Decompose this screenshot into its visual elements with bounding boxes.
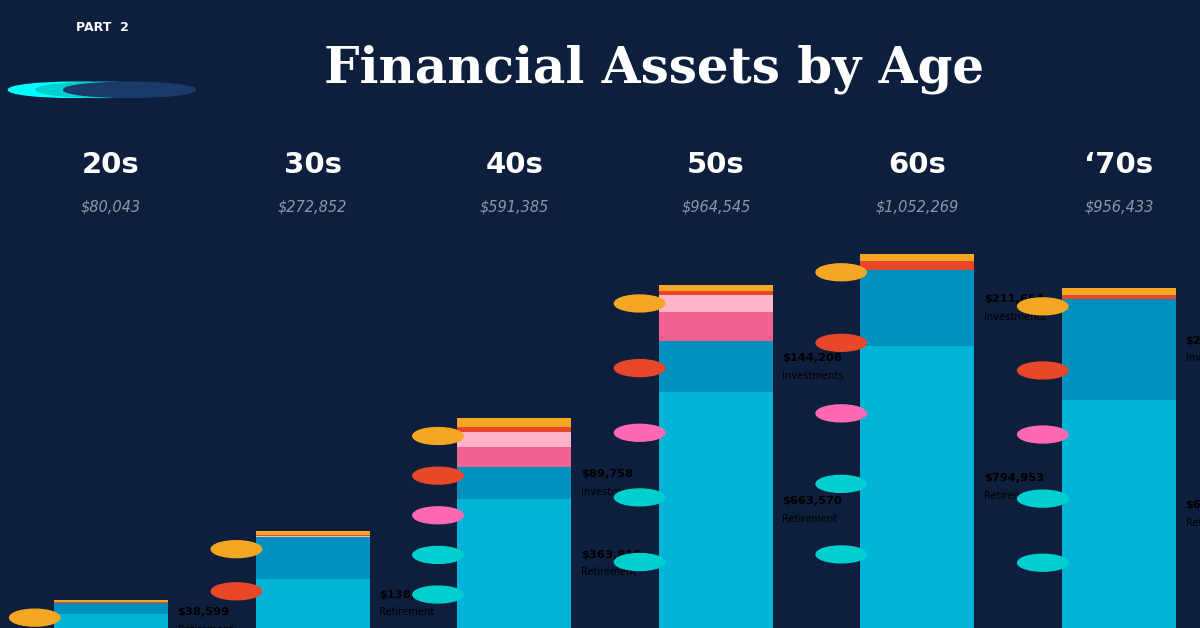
Bar: [256, 536, 370, 538]
Text: $794,953: $794,953: [984, 473, 1044, 483]
Text: 30s: 30s: [283, 151, 342, 178]
Text: $89,758: $89,758: [581, 469, 632, 479]
Bar: [457, 427, 571, 432]
Text: Retirement: Retirement: [1186, 517, 1200, 528]
Bar: [457, 499, 571, 628]
Circle shape: [1018, 426, 1068, 443]
Text: 40s: 40s: [485, 151, 544, 178]
Text: $282,603: $282,603: [1186, 335, 1200, 345]
Text: Investments: Investments: [581, 487, 642, 497]
Text: $363,816: $363,816: [581, 550, 641, 560]
Text: $643,045: $643,045: [1186, 500, 1200, 510]
Text: Retirement: Retirement: [984, 490, 1039, 501]
Bar: [659, 311, 773, 341]
Bar: [860, 261, 974, 271]
Text: PART  2: PART 2: [76, 21, 128, 34]
Bar: [1062, 288, 1176, 295]
Bar: [256, 534, 370, 536]
Circle shape: [10, 609, 60, 626]
Text: $211,654: $211,654: [984, 294, 1044, 304]
Circle shape: [413, 546, 463, 563]
Bar: [457, 467, 571, 499]
Circle shape: [413, 586, 463, 603]
Text: $956,433: $956,433: [1085, 199, 1153, 214]
Text: Investments: Investments: [1186, 353, 1200, 363]
Circle shape: [64, 82, 196, 97]
Text: Retirement: Retirement: [581, 567, 636, 577]
Text: $1,052,269: $1,052,269: [876, 199, 959, 214]
Bar: [54, 602, 168, 603]
Circle shape: [36, 82, 168, 97]
Circle shape: [211, 541, 262, 558]
Text: $38,599: $38,599: [178, 607, 229, 617]
Text: Financial Assets by Age: Financial Assets by Age: [324, 45, 984, 94]
Bar: [457, 418, 571, 427]
Circle shape: [1018, 555, 1068, 571]
Bar: [256, 531, 370, 534]
Text: Retirement: Retirement: [379, 607, 434, 617]
Circle shape: [816, 546, 866, 563]
Text: $964,545: $964,545: [682, 199, 750, 214]
Circle shape: [816, 264, 866, 281]
Circle shape: [1018, 362, 1068, 379]
Text: Retirement: Retirement: [782, 514, 838, 524]
Text: Retirement: Retirement: [178, 625, 233, 628]
Bar: [256, 579, 370, 628]
Bar: [256, 538, 370, 579]
Circle shape: [614, 554, 665, 570]
Text: 50s: 50s: [686, 151, 745, 178]
Circle shape: [1018, 490, 1068, 507]
Bar: [659, 341, 773, 392]
Bar: [659, 285, 773, 291]
Bar: [54, 600, 168, 602]
Text: $591,385: $591,385: [480, 199, 548, 214]
Text: 20s: 20s: [82, 151, 140, 178]
Text: $80,043: $80,043: [80, 199, 142, 214]
Circle shape: [614, 425, 665, 441]
Bar: [54, 614, 168, 628]
Bar: [1062, 399, 1176, 628]
Bar: [54, 603, 168, 614]
Circle shape: [816, 475, 866, 492]
Bar: [860, 254, 974, 261]
Text: Investments: Investments: [984, 312, 1045, 322]
Circle shape: [413, 507, 463, 524]
Circle shape: [413, 428, 463, 445]
Text: Investments: Investments: [782, 371, 844, 381]
Circle shape: [816, 405, 866, 422]
Bar: [1062, 299, 1176, 399]
Text: 60s: 60s: [888, 151, 947, 178]
Bar: [659, 291, 773, 295]
Circle shape: [614, 360, 665, 377]
Text: $144,208: $144,208: [782, 353, 842, 363]
Circle shape: [8, 82, 140, 97]
Text: ‘70s: ‘70s: [1085, 151, 1153, 178]
Bar: [1062, 295, 1176, 299]
Circle shape: [211, 583, 262, 600]
Bar: [457, 432, 571, 447]
Bar: [860, 271, 974, 345]
Circle shape: [1018, 298, 1068, 315]
Bar: [457, 447, 571, 467]
Circle shape: [614, 489, 665, 506]
Bar: [659, 295, 773, 311]
Text: $663,570: $663,570: [782, 496, 842, 506]
Bar: [659, 392, 773, 628]
Text: $272,852: $272,852: [278, 199, 347, 214]
Circle shape: [816, 334, 866, 351]
Bar: [860, 345, 974, 628]
Text: $138,646: $138,646: [379, 590, 439, 600]
Circle shape: [614, 295, 665, 312]
Circle shape: [413, 467, 463, 484]
